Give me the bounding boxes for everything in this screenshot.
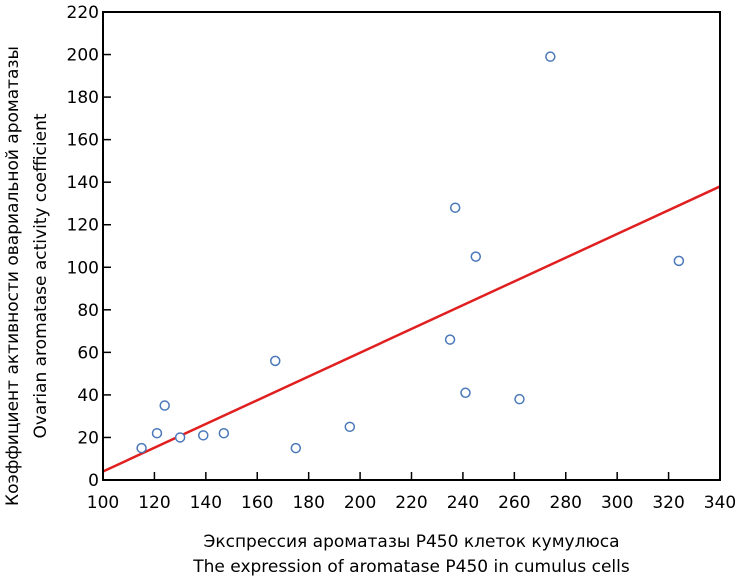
- x-tick-label: 220: [395, 493, 427, 513]
- x-tick-label: 180: [292, 493, 324, 513]
- x-tick-label: 120: [138, 493, 170, 513]
- plot-frame: [102, 11, 721, 481]
- x-axis-title: Экспрессия ароматазы P450 клеток кумулюс…: [192, 532, 630, 577]
- data-point: [151, 427, 163, 439]
- x-tick-label: 160: [241, 493, 273, 513]
- x-axis-title-line: The expression of aromatase P450 in cumu…: [192, 557, 630, 577]
- y-tick-label: 40: [77, 386, 99, 406]
- y-tick-label: 20: [77, 428, 99, 448]
- y-tick-label: 160: [67, 131, 99, 151]
- x-tick-label: 100: [87, 493, 119, 513]
- data-point: [673, 255, 685, 267]
- data-point: [444, 334, 456, 345]
- regression-line: [102, 185, 721, 473]
- data-point: [174, 432, 186, 443]
- y-axis-title: Коэффициент активности овариальной арома…: [3, 46, 51, 506]
- data-point: [136, 442, 147, 454]
- data-point: [344, 421, 356, 433]
- x-tick-label: 280: [550, 493, 582, 513]
- data-point: [218, 427, 230, 439]
- x-tick-label: 140: [190, 493, 222, 513]
- data-point: [470, 251, 482, 262]
- x-tick-label: 300: [601, 493, 633, 513]
- x-axis-title-line: Экспрессия ароматазы P450 клеток кумулюс…: [203, 532, 619, 552]
- x-tick-label: 340: [704, 493, 736, 513]
- y-axis-title-line: Ovarian aromatase activity coefficient: [31, 113, 51, 438]
- x-tick-label: 240: [447, 493, 479, 513]
- data-point: [290, 442, 302, 454]
- data-point: [198, 430, 209, 441]
- data-points: [136, 51, 685, 454]
- x-axis-ticks: 100 120 140 160 180 200 220 240 260 280 300 320 340: [87, 472, 736, 513]
- y-tick-label: 140: [67, 173, 99, 193]
- x-tick-label: 200: [344, 493, 376, 513]
- y-axis-title-line: Коэффициент активности овариальной арома…: [3, 46, 23, 506]
- y-tick-label: 80: [77, 301, 99, 321]
- y-tick-label: 60: [77, 343, 99, 363]
- data-point: [449, 202, 461, 213]
- y-tick-label: 220: [67, 3, 99, 23]
- data-point: [159, 400, 170, 411]
- x-tick-label: 320: [652, 493, 684, 513]
- y-tick-label: 120: [67, 216, 99, 236]
- data-point: [460, 387, 471, 399]
- data-point: [269, 355, 281, 367]
- data-point: [545, 51, 556, 62]
- data-point: [514, 393, 525, 405]
- x-tick-label: 260: [498, 493, 530, 513]
- y-tick-label: 200: [67, 46, 99, 66]
- y-tick-label: 100: [67, 258, 99, 278]
- y-axis-ticks: 0 20 40 60 80 100 120 140 160 180 200 220: [67, 3, 111, 491]
- y-tick-label: 180: [67, 88, 99, 108]
- y-tick-label: 0: [88, 471, 99, 491]
